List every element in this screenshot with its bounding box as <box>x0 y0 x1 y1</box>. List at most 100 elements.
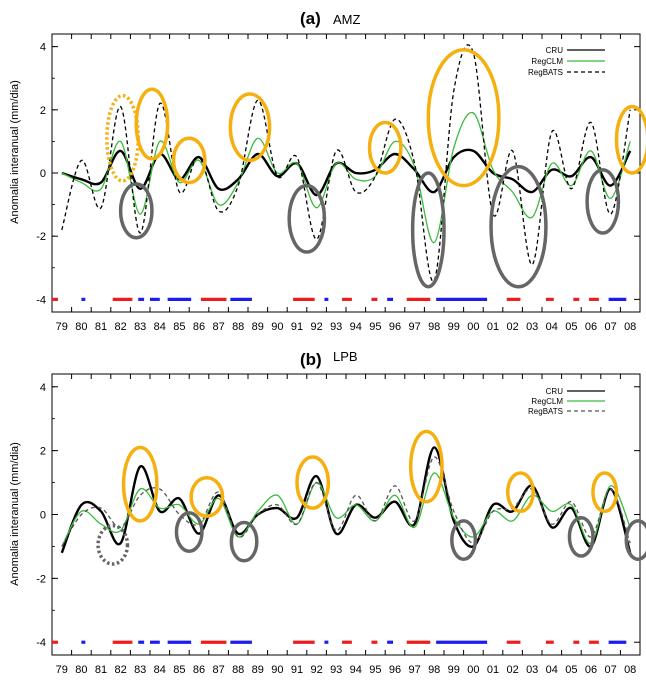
panel-b-ylabel: Anomalia interanual (mm/dia) <box>9 442 21 586</box>
y-tick-label: 4 <box>40 382 46 394</box>
x-tick-label: 92 <box>310 664 322 676</box>
series-line-cru <box>60 446 632 554</box>
x-tick-label: 05 <box>565 664 577 676</box>
x-tick-label: 98 <box>428 664 440 676</box>
x-tick-label: 95 <box>369 321 381 333</box>
x-tick-label: 00 <box>467 321 479 333</box>
legend-cru-label: CRU <box>546 46 564 55</box>
legend-regclm-label-b: RegCLM <box>531 397 563 406</box>
highlight-ellipse-gray <box>567 515 595 558</box>
panel-a-legend: CRU RegCLM RegBATS <box>528 46 605 77</box>
x-tick-label: 02 <box>506 664 518 676</box>
x-tick-label: 02 <box>506 321 518 333</box>
x-tick-label: 79 <box>56 664 68 676</box>
x-tick-label: 91 <box>291 321 303 333</box>
highlight-ellipse-gray <box>489 164 548 289</box>
y-tick-label: -4 <box>36 637 46 649</box>
x-tick-label: 88 <box>232 321 244 333</box>
highlight-ellipse-orange <box>171 136 207 185</box>
legend-regclm-label: RegCLM <box>531 57 563 66</box>
x-tick-label: 89 <box>252 664 264 676</box>
highlight-ellipse-orange <box>121 445 159 523</box>
x-tick-label: 84 <box>154 321 166 333</box>
x-tick-label: 08 <box>624 321 636 333</box>
series-line-regclm <box>61 472 631 547</box>
highlight-ellipse-gray <box>229 520 259 563</box>
x-tick-label: 01 <box>487 664 499 676</box>
series-line-regbats <box>61 44 631 282</box>
highlight-ellipse-gray <box>96 523 130 566</box>
y-tick-label: -2 <box>36 573 46 585</box>
x-tick-label: 80 <box>75 664 87 676</box>
highlight-ellipse-orange <box>189 476 225 518</box>
x-tick-label: 83 <box>134 321 146 333</box>
series-line-regbats <box>61 456 631 547</box>
x-tick-label: 96 <box>389 321 401 333</box>
x-tick-label: 08 <box>624 664 636 676</box>
x-tick-label: 93 <box>330 321 342 333</box>
x-tick-label: 90 <box>271 664 283 676</box>
highlight-ellipse-orange <box>105 93 140 183</box>
highlight-ellipse-orange <box>408 429 444 504</box>
x-tick-label: 86 <box>193 664 205 676</box>
x-tick-label: 85 <box>173 664 185 676</box>
y-tick-label: 2 <box>40 105 46 117</box>
x-tick-label: 06 <box>585 321 597 333</box>
x-tick-label: 84 <box>154 664 166 676</box>
x-tick-label: 82 <box>114 321 126 333</box>
x-tick-label: 07 <box>604 321 616 333</box>
highlight-ellipse-orange <box>426 48 501 188</box>
highlight-ellipse-gray <box>287 183 327 254</box>
x-tick-label: 04 <box>546 321 558 333</box>
highlight-ellipse-gray <box>410 171 446 289</box>
panel-b-legend: CRU RegCLM RegBATS <box>528 387 605 416</box>
x-tick-label: 97 <box>408 321 420 333</box>
x-tick-label: 89 <box>252 321 264 333</box>
x-tick-label: 95 <box>369 664 381 676</box>
x-tick-label: 98 <box>428 321 440 333</box>
x-tick-label: 81 <box>95 321 107 333</box>
x-tick-label: 88 <box>232 664 244 676</box>
legend-regbats-label: RegBATS <box>528 68 563 77</box>
x-tick-label: 85 <box>173 321 185 333</box>
x-tick-label: 87 <box>212 664 224 676</box>
x-tick-label: 96 <box>389 664 401 676</box>
x-tick-label: 79 <box>56 321 68 333</box>
y-tick-label: 2 <box>40 446 46 458</box>
highlight-ellipse-orange <box>505 471 535 514</box>
panel-a: (a) AMZ Anomalia interanual (mm/dia) CRU… <box>9 9 646 333</box>
highlight-ellipse-gray <box>174 511 204 553</box>
highlight-ellipse-gray <box>118 182 154 240</box>
y-tick-label: 0 <box>40 168 46 180</box>
highlight-ellipse-orange <box>367 120 403 175</box>
highlight-ellipse-orange <box>295 455 331 510</box>
y-tick-label: 4 <box>40 42 46 54</box>
legend-cru-label-b: CRU <box>546 387 564 396</box>
x-tick-label: 03 <box>526 664 538 676</box>
highlight-ellipse-gray <box>624 519 646 561</box>
x-tick-label: 94 <box>350 321 362 333</box>
panel-a-region: AMZ <box>333 12 361 27</box>
y-tick-label: -4 <box>36 294 46 306</box>
x-tick-label: 90 <box>271 321 283 333</box>
highlight-ellipse-gray <box>450 519 478 561</box>
highlight-ellipse-orange <box>591 471 619 514</box>
x-tick-label: 97 <box>408 664 420 676</box>
y-tick-label: -2 <box>36 231 46 243</box>
panel-b: (b) LPB Anomalia interanual (mm/dia) CRU… <box>9 349 646 676</box>
x-tick-label: 83 <box>134 664 146 676</box>
x-tick-label: 91 <box>291 664 303 676</box>
panel-a-label: (a) <box>300 9 321 28</box>
y-tick-label: 0 <box>40 510 46 522</box>
x-tick-label: 01 <box>487 321 499 333</box>
x-tick-label: 81 <box>95 664 107 676</box>
highlight-ellipse-orange <box>134 87 170 161</box>
highlight-ellipse-orange <box>614 104 646 175</box>
x-tick-label: 99 <box>448 321 460 333</box>
x-tick-label: 04 <box>546 664 558 676</box>
x-tick-label: 07 <box>604 664 616 676</box>
x-tick-label: 06 <box>585 664 597 676</box>
highlight-ellipse-gray <box>585 168 621 235</box>
x-tick-label: 80 <box>75 321 87 333</box>
x-tick-label: 03 <box>526 321 538 333</box>
